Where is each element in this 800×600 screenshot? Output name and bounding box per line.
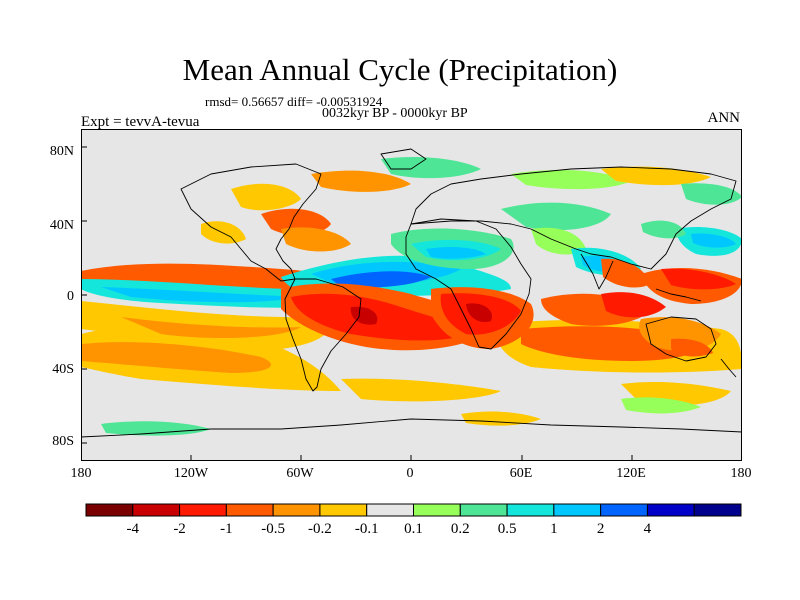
- colorbar-box: [179, 503, 227, 517]
- field-patch: [511, 169, 631, 190]
- colorbar-box: [506, 503, 555, 517]
- field-patch: [231, 183, 301, 211]
- field-patch: [601, 166, 711, 186]
- colorbar-label: -0.5: [261, 521, 286, 537]
- colorbar: [85, 503, 742, 517]
- field-patch: [81, 301, 329, 349]
- colorbar-box: [646, 503, 695, 517]
- colorbar-box: [272, 503, 321, 517]
- x-tick-label: 60W: [286, 466, 314, 481]
- field-patch: [681, 183, 742, 205]
- colorbar-label: 4: [643, 521, 652, 537]
- colorbar-box: [225, 503, 274, 517]
- tick-marks: [81, 146, 633, 461]
- y-tick-label: 80N: [49, 144, 74, 159]
- x-tick-label: 180: [730, 466, 752, 481]
- field-patch: [101, 421, 211, 436]
- x-tick-label: 120E: [616, 466, 646, 481]
- colorbar-box: [319, 503, 368, 517]
- x-tick-label: 60E: [509, 466, 533, 481]
- field-patch: [661, 268, 736, 290]
- y-tick-label: 40N: [49, 218, 74, 233]
- x-tick-label: 0: [406, 466, 414, 481]
- australia-outline: [645, 316, 717, 362]
- time-period: 0032kyr BP - 0000kyr BP: [322, 106, 468, 121]
- y-tick-label: 80S: [52, 434, 74, 449]
- colorbar-label: 0.2: [450, 521, 470, 537]
- colorbar-box: [459, 503, 508, 517]
- field-patch: [291, 293, 471, 341]
- field-patch: [426, 246, 486, 259]
- colorbar-label: -4: [126, 521, 140, 537]
- map-title: Mean Annual Cycle (Precipitation): [182, 52, 618, 87]
- experiment-label: Expt = tevvA-tevua: [81, 114, 200, 130]
- field-patch: [641, 220, 686, 239]
- eurasia-outline: [410, 166, 737, 270]
- africa-outline: [405, 218, 532, 350]
- colorbar-box: [600, 503, 648, 517]
- colorbar-boxes: [85, 503, 742, 517]
- colorbar-label: 0.5: [497, 521, 517, 537]
- india-outline: [580, 253, 614, 290]
- colorbar-box: [413, 503, 461, 517]
- rmsd-diff-stats: rmsd= 0.56657 diff= -0.00531924: [205, 94, 383, 109]
- field-patch: [501, 202, 611, 231]
- field-patch: [101, 287, 301, 303]
- colorbar-box: [366, 503, 415, 517]
- colorbar-label: 2: [596, 521, 605, 537]
- colorbar-label: -0.1: [354, 521, 379, 537]
- field-patch: [121, 317, 301, 339]
- x-tick-label: 120W: [173, 466, 209, 481]
- field-patch: [381, 157, 481, 179]
- field-patch: [671, 338, 713, 357]
- colorbar-box: [85, 503, 134, 517]
- greenland-outline: [380, 148, 427, 170]
- field-patch: [281, 227, 351, 252]
- colorbar-label: -2: [173, 521, 186, 537]
- new-zealand-outline: [720, 358, 737, 378]
- south-america-outline: [284, 278, 362, 392]
- field-patch: [81, 342, 271, 373]
- colorbar-label: -1: [220, 521, 233, 537]
- field-patch: [691, 233, 736, 248]
- antarctica-outline: [81, 418, 742, 438]
- coastlines: [81, 148, 742, 438]
- field-patch: [601, 292, 666, 318]
- x-tick-label: 180: [70, 466, 92, 481]
- field-patch: [311, 170, 411, 192]
- y-tick-label: 0: [67, 289, 74, 304]
- colorbar-label: -0.2: [308, 521, 332, 537]
- colorbar-box: [693, 503, 742, 517]
- field-patch: [466, 303, 492, 323]
- precipitation-difference-map: [81, 129, 742, 461]
- field-patch: [601, 258, 651, 288]
- field-patch: [341, 378, 501, 402]
- field-patch: [201, 221, 246, 244]
- north-america-outline: [180, 163, 322, 282]
- field-patch: [350, 306, 378, 325]
- field-patch: [621, 397, 701, 414]
- field-patch: [461, 411, 541, 426]
- maritime-continent-outline: [655, 288, 702, 302]
- field-patch: [331, 271, 431, 288]
- season-label: ANN: [707, 110, 741, 126]
- y-tick-label: 40S: [52, 362, 74, 377]
- colorbar-label: 0.1: [404, 521, 423, 537]
- colorbar-box: [553, 503, 602, 517]
- colorbar-box: [132, 503, 181, 517]
- colorbar-label: 1: [550, 521, 558, 537]
- precipitation-field: [81, 157, 742, 436]
